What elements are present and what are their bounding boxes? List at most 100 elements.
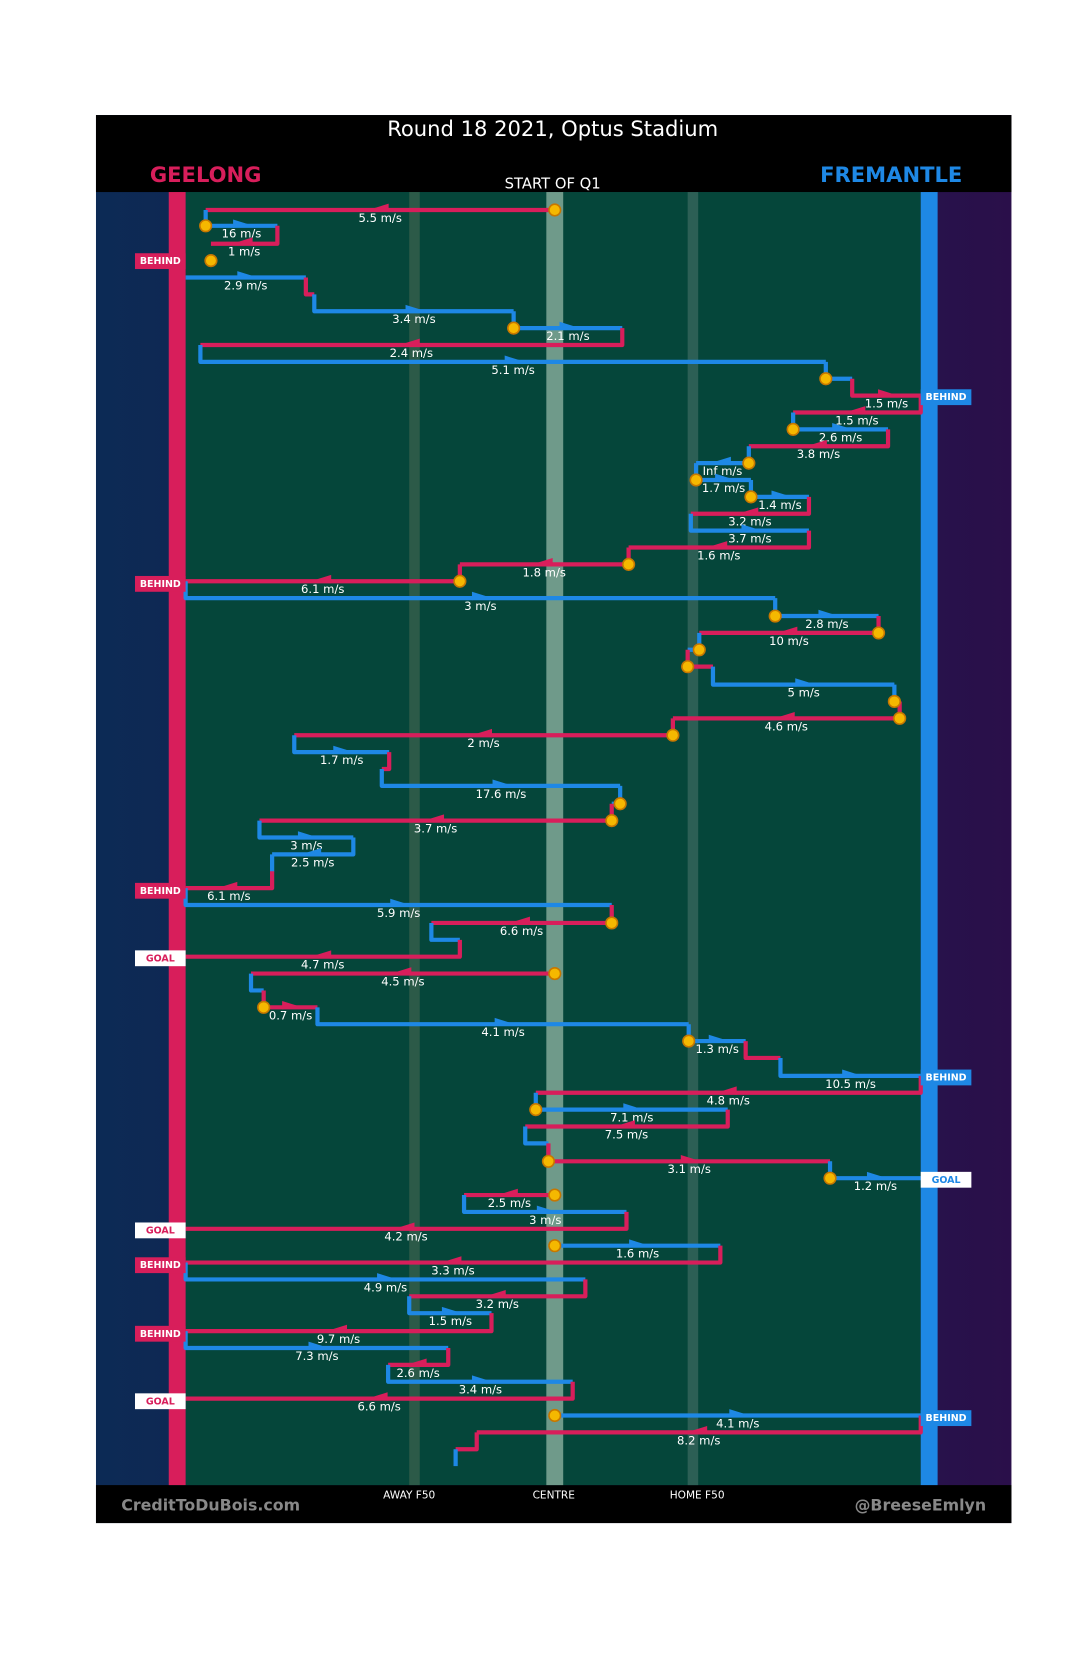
score-marker-label: BEHIND [140,1329,181,1340]
direction-arrow [475,728,493,738]
score-marker-label: GOAL [146,1396,175,1407]
direction-arrow [623,1103,641,1112]
direction-arrow [235,237,253,246]
speed-label: 17.6 m/s [476,787,527,801]
score-marker [920,1410,972,1427]
direction-arrow [848,406,866,415]
speed-label: 4.1 m/s [481,1025,524,1039]
header-band [95,115,1012,193]
speed-label: 1.3 m/s [696,1042,739,1056]
possession-segment [688,513,809,533]
speed-label: 1.4 m/s [758,498,801,512]
possession-segment [379,768,621,788]
speed-label: 5.5 m/s [359,211,402,225]
possession-segment [185,1381,575,1401]
score-marker [135,1257,186,1274]
zone-label: HOME F50 [670,1490,725,1502]
direction-arrow [370,1392,388,1401]
speed-label: 4.7 m/s [301,958,344,972]
possession-segment [185,1313,494,1334]
speed-label: 1.7 m/s [702,481,745,495]
direction-arrow [629,1239,646,1248]
speed-label: 2.6 m/s [396,1366,439,1380]
centre-line [546,192,564,1486]
stoppage-dot [823,1171,837,1185]
direction-arrow [878,389,895,398]
score-marker-label: BEHIND [140,256,181,267]
speed-label: 6.1 m/s [207,889,250,903]
direction-arrow [715,473,732,483]
speed-label: 3.2 m/s [728,515,771,529]
stoppage-dot [819,372,833,386]
speed-label: 7.1 m/s [610,1111,653,1125]
possession-segment [185,1245,723,1265]
possession-segment [523,1126,549,1146]
speed-label: 1.7 m/s [320,753,363,767]
speed-label: 4.6 m/s [765,719,808,733]
stoppage-dot [548,966,562,981]
geelong-goal-line [168,192,186,1486]
speed-label: 1.6 m/s [697,548,740,562]
possession-segment [272,837,356,857]
stoppage-dot [204,254,218,268]
direction-arrow [795,678,813,687]
speed-label: 6.6 m/s [357,1400,400,1414]
direction-arrow [233,219,250,228]
speed-label: 4.9 m/s [364,1280,407,1294]
stoppage-dot [507,321,521,335]
speed-label: 2.9 m/s [224,278,267,292]
title: Round 18 2021, Optus Stadium [387,116,718,141]
speed-label: 8.2 m/s [677,1433,720,1447]
credit: @BreeseEmlyn [855,1496,987,1515]
speed-label: 3.7 m/s [728,532,771,546]
possession-segment [292,735,390,755]
speed-label: 5 m/s [788,686,820,700]
direction-arrow [444,1256,462,1265]
speed-label: 7.5 m/s [605,1127,648,1141]
stoppage-dot [692,643,706,657]
possession-segment [743,1041,781,1061]
score-marker-label: GOAL [146,953,175,964]
direction-arrow [397,1222,415,1231]
direction-arrow [333,745,351,755]
stoppage-dot [742,456,756,470]
score-marker-label: BEHIND [926,392,967,403]
direction-arrow [559,321,577,331]
possession-segment [525,1109,730,1129]
possession-segment [407,1296,492,1316]
possession-segment [850,378,921,398]
stoppage-dot [786,422,800,436]
direction-arrow [402,338,420,348]
direction-arrow [471,1375,489,1384]
speed-label: 2.5 m/s [291,855,334,869]
zone-label: CENTRE [533,1490,575,1502]
speed-label: 16 m/s [222,227,262,241]
score-marker-label: GOAL [146,1225,175,1236]
stoppage-dot [548,1188,562,1202]
score-marker [920,1171,972,1188]
direction-arrow [810,439,827,449]
speed-label: 3.4 m/s [392,312,435,326]
stoppage-dot [257,1000,271,1014]
direction-arrow [818,609,836,619]
direction-arrow [394,967,412,976]
possession-segment [628,530,812,550]
direction-arrow [330,1324,347,1334]
score-marker-label: BEHIND [140,579,181,590]
stoppage-dot [605,916,619,930]
direction-arrow [314,950,332,959]
speed-label: 10.5 m/s [825,1077,876,1091]
direction-arrow [710,541,728,550]
direction-arrow [371,203,389,213]
stoppage-dot [682,1034,696,1048]
direction-arrow [237,271,255,280]
speed-label: 2.5 m/s [488,1196,531,1210]
score-marker-label: BEHIND [926,1072,967,1083]
speed-label: 2.4 m/s [390,346,433,360]
direction-arrow [690,1426,708,1435]
possession-segment [185,939,462,959]
direction-arrow [494,1017,512,1027]
direction-arrow [488,1289,506,1299]
credit: CreditToDuBois.com [121,1496,300,1515]
